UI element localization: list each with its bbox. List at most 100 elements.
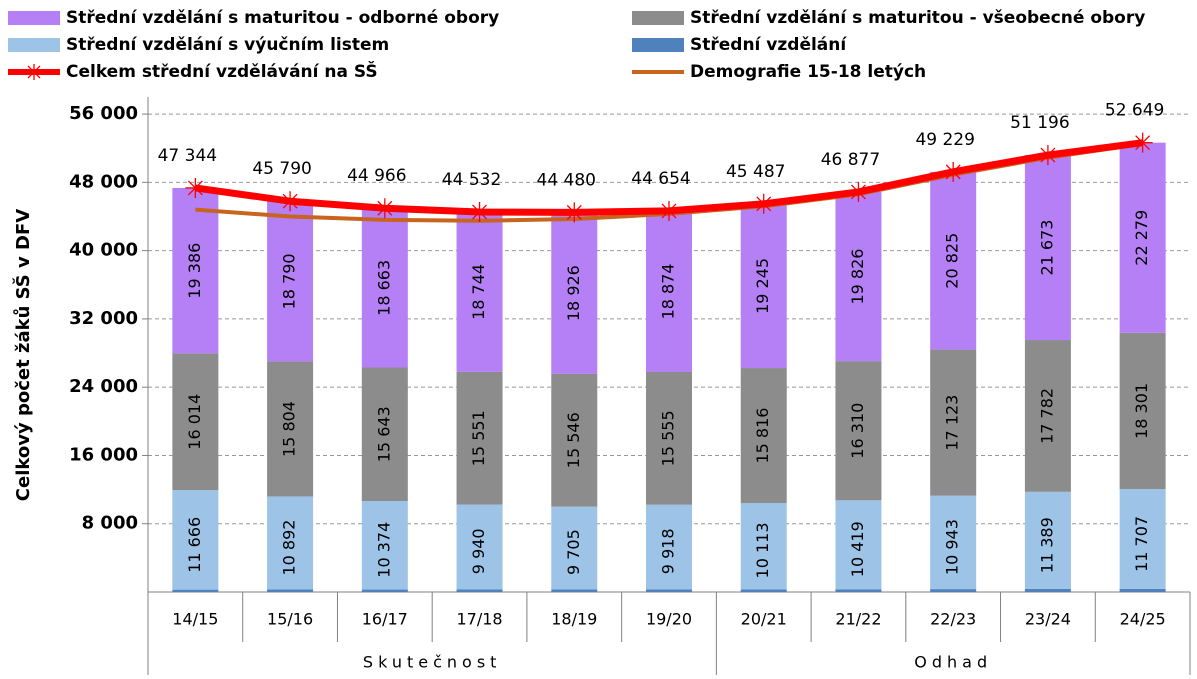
bar-segment <box>740 503 787 590</box>
bar-segment <box>930 495 977 590</box>
legend-label: Střední vzdělání s výučním listem <box>66 35 389 55</box>
data-label: 9 705 <box>564 529 583 575</box>
group-label: Odhad <box>914 653 992 672</box>
data-label: 17 782 <box>1037 388 1056 444</box>
bar-segment <box>267 496 314 590</box>
data-label: 10 419 <box>848 521 867 577</box>
bar-segment <box>551 212 598 374</box>
total-label: 47 344 <box>158 146 217 166</box>
total-label: 49 229 <box>915 130 974 150</box>
bar-segment <box>930 589 977 592</box>
y-axis-title: Celkový počet žáků SŠ v DFV <box>12 209 34 501</box>
bar-segment <box>740 203 787 369</box>
data-label: 16 014 <box>185 394 204 450</box>
y-tick-label: 8 000 <box>82 513 138 534</box>
bar-segment <box>835 500 882 590</box>
bar-segment <box>1024 588 1071 592</box>
marker <box>659 200 679 221</box>
total-label: 44 480 <box>537 170 596 190</box>
data-label: 10 113 <box>753 522 772 578</box>
legend-label: Demografie 15-18 letých <box>690 62 926 82</box>
bar-segment <box>172 589 219 592</box>
bar-segment <box>267 589 314 592</box>
data-label: 20 825 <box>943 233 962 289</box>
data-label: 21 673 <box>1037 220 1056 276</box>
data-label: 18 301 <box>1132 383 1151 439</box>
x-tick-label: 19/20 <box>646 610 692 629</box>
data-label: 18 663 <box>374 260 393 316</box>
data-label: 18 744 <box>469 264 488 320</box>
bar-segment <box>361 589 408 592</box>
legend-swatch <box>8 38 60 52</box>
legend-swatch <box>632 38 684 52</box>
marker <box>1132 132 1153 153</box>
marker <box>374 198 395 219</box>
total-label: 45 790 <box>252 159 311 179</box>
data-label: 19 386 <box>185 243 204 299</box>
marker <box>848 181 869 202</box>
data-label: 19 826 <box>848 249 867 305</box>
bar-segment <box>267 361 314 497</box>
bar-segment <box>1024 340 1071 492</box>
legend-marker <box>24 64 44 80</box>
bar-segment <box>172 490 219 590</box>
bar-segment <box>930 171 977 350</box>
bar-segment <box>1119 142 1166 333</box>
data-label: 15 816 <box>753 408 772 464</box>
bar-segment <box>361 208 408 368</box>
data-label: 15 546 <box>564 412 583 468</box>
bar-segment <box>646 589 692 592</box>
data-label: 18 926 <box>564 265 583 321</box>
data-label: 18 874 <box>659 263 678 319</box>
y-tick-label: 48 000 <box>69 171 138 192</box>
bar-segment <box>1119 488 1166 589</box>
data-label: 16 310 <box>848 403 867 459</box>
group-label: Skutečnost <box>363 653 502 672</box>
bar-segment <box>740 589 787 592</box>
x-tick-label: 18/19 <box>551 610 597 629</box>
bar-segment <box>835 191 882 362</box>
data-label: 22 279 <box>1132 210 1151 266</box>
marker <box>943 161 964 182</box>
legend-label: Střední vzdělání s maturitou - odborné o… <box>66 8 499 28</box>
total-label: 46 877 <box>821 150 880 170</box>
bar-segment <box>361 367 408 502</box>
marker <box>564 202 585 223</box>
bar-segment <box>456 504 503 590</box>
x-tick-label: 15/16 <box>267 610 313 629</box>
data-label: 19 245 <box>753 258 772 314</box>
x-tick-label: 21/22 <box>835 610 881 629</box>
data-label: 11 707 <box>1132 516 1151 572</box>
bar-segment <box>361 501 408 590</box>
bar-segment <box>646 210 692 372</box>
total-label: 44 532 <box>442 170 501 190</box>
y-tick-label: 32 000 <box>69 308 138 329</box>
data-label: 9 940 <box>469 528 488 574</box>
legend-swatch <box>632 11 684 25</box>
data-label: 15 551 <box>469 410 488 466</box>
data-label: 15 804 <box>280 401 299 457</box>
bar-segment <box>456 589 503 592</box>
bar-segment <box>740 368 787 504</box>
bar-segment <box>172 353 219 491</box>
bar-segment <box>267 201 314 362</box>
data-label: 18 790 <box>280 253 299 309</box>
bar-segment <box>551 589 598 592</box>
bar-segment <box>1119 588 1166 592</box>
total-label: 45 487 <box>726 162 785 182</box>
marker <box>280 191 301 212</box>
bar-segment <box>1119 332 1166 489</box>
y-tick-label: 40 000 <box>69 240 138 261</box>
total-label: 44 654 <box>631 169 690 189</box>
x-tick-label: 22/23 <box>930 610 976 629</box>
bar-segment <box>835 361 882 501</box>
y-tick-label: 24 000 <box>69 376 138 397</box>
data-label: 15 643 <box>374 406 393 462</box>
x-tick-label: 23/24 <box>1025 610 1071 629</box>
total-label: 44 966 <box>347 166 406 186</box>
data-label: 10 943 <box>943 519 962 575</box>
legend-label: Celkem střední vzdělávání na SŠ <box>66 60 378 82</box>
legend-label: Střední vzdělání <box>690 35 847 55</box>
bar-segment <box>646 504 692 590</box>
